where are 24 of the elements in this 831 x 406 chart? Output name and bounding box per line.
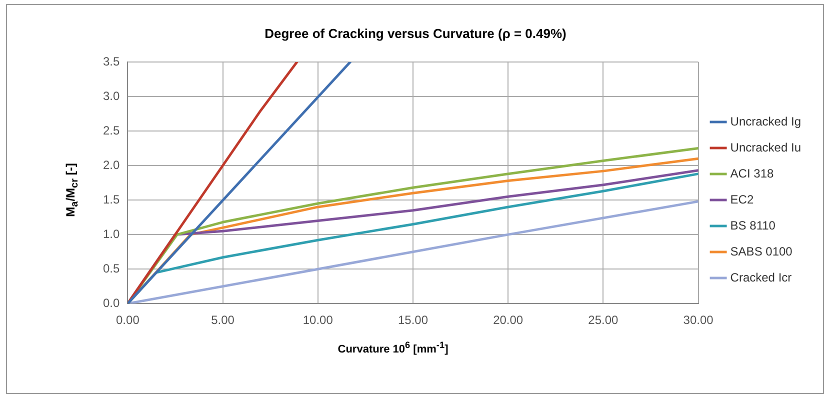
- legend-label: ACI 318: [730, 166, 774, 180]
- x-tick-label: 10.00: [302, 313, 334, 328]
- x-tick-label: 5.00: [211, 313, 235, 328]
- y-tick-label: 0.0: [102, 296, 120, 310]
- y-tick-label: 2.0: [102, 158, 120, 172]
- legend-label: Uncracked Ig: [730, 114, 802, 128]
- legend-label: BS 8110: [730, 218, 776, 232]
- legend-label: SABS 0100: [730, 244, 793, 258]
- x-tick-label: 20.00: [493, 313, 524, 328]
- chart-title: Degree of Cracking versus Curvature (ρ = 0.49%): [264, 26, 568, 41]
- y-tick-label: 1.0: [102, 226, 120, 241]
- x-axis-title: Curvature 10$^{6}$ [mm$^{-1}$]: [336, 340, 450, 356]
- y-tick-label: 0.5: [102, 261, 120, 276]
- y-tick-label: 2.5: [102, 123, 120, 138]
- legend-label: Uncracked Iu: [730, 140, 802, 154]
- x-tick-label: 30.00: [683, 313, 714, 328]
- y-tick-label: 3.0: [102, 88, 120, 103]
- y-tick-label: 3.5: [102, 54, 120, 68]
- x-tick-label: 0.00: [116, 313, 140, 328]
- x-tick-label: 15.00: [398, 313, 428, 328]
- legend-label: EC2: [730, 192, 754, 206]
- y-tick-label: 1.5: [102, 192, 120, 206]
- x-tick-label: 25.00: [588, 313, 619, 328]
- legend-label: Cracked Icr: [730, 270, 792, 284]
